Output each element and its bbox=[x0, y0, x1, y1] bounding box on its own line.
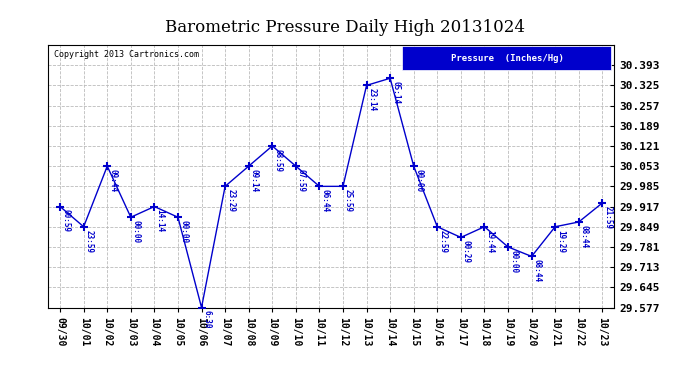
Text: 08:59: 08:59 bbox=[273, 149, 282, 172]
Text: 06:44: 06:44 bbox=[320, 189, 329, 212]
FancyBboxPatch shape bbox=[402, 46, 611, 70]
Text: 00:29: 00:29 bbox=[462, 240, 471, 263]
Text: 00:00: 00:00 bbox=[179, 220, 188, 243]
Text: 23:14: 23:14 bbox=[368, 88, 377, 111]
Text: 23:29: 23:29 bbox=[226, 189, 235, 212]
Text: 19:44: 19:44 bbox=[486, 230, 495, 253]
Text: 09:44: 09:44 bbox=[108, 169, 117, 192]
Text: 25:59: 25:59 bbox=[344, 189, 353, 212]
Text: Pressure  (Inches/Hg): Pressure (Inches/Hg) bbox=[451, 54, 564, 63]
Text: 6:30: 6:30 bbox=[203, 310, 212, 329]
Text: 00:00: 00:00 bbox=[415, 169, 424, 192]
Text: 19:29: 19:29 bbox=[556, 230, 565, 253]
Text: 05:14: 05:14 bbox=[391, 81, 400, 104]
Text: 07:59: 07:59 bbox=[297, 169, 306, 192]
Text: 21:59: 21:59 bbox=[603, 206, 612, 229]
Text: 08:44: 08:44 bbox=[533, 259, 542, 282]
Text: 00:00: 00:00 bbox=[509, 250, 518, 273]
Text: 09:14: 09:14 bbox=[250, 169, 259, 192]
Text: 00:59: 00:59 bbox=[61, 209, 70, 232]
Text: 23:59: 23:59 bbox=[85, 230, 94, 253]
Text: Barometric Pressure Daily High 20131024: Barometric Pressure Daily High 20131024 bbox=[165, 19, 525, 36]
Text: 14:14: 14:14 bbox=[155, 209, 164, 232]
Text: 00:00: 00:00 bbox=[132, 220, 141, 243]
Text: Copyright 2013 Cartronics.com: Copyright 2013 Cartronics.com bbox=[54, 50, 199, 59]
Text: 08:44: 08:44 bbox=[580, 225, 589, 248]
Text: 22:59: 22:59 bbox=[438, 230, 447, 253]
